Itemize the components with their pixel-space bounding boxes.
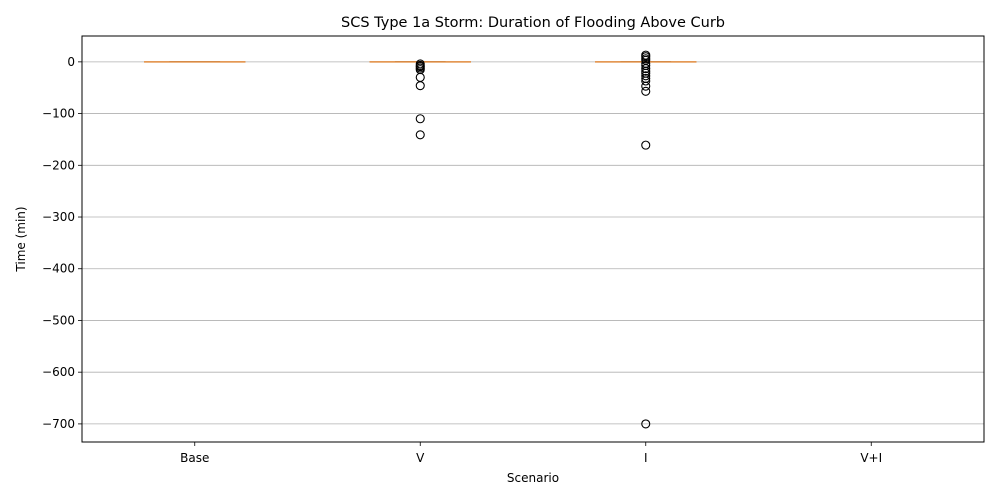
y-axis-ticks: 0 −100 −200 −300 −400 −500 −600 −700 (42, 55, 82, 431)
y-tick-label: −400 (42, 262, 75, 276)
outlier-point (641, 81, 651, 91)
x-tick-label: Base (180, 451, 209, 465)
x-axis-title: Scenario (507, 471, 559, 485)
outlier-point (641, 86, 651, 96)
outlier-point (415, 72, 425, 82)
y-tick-label: −200 (42, 158, 75, 172)
y-tick-label: −300 (42, 210, 75, 224)
outlier-point (641, 140, 651, 150)
box-series (144, 50, 697, 429)
outlier-point (415, 114, 425, 124)
outlier-point (415, 130, 425, 140)
outlier-point (415, 81, 425, 91)
box-v (369, 59, 471, 140)
y-tick-label: −700 (42, 417, 75, 431)
grid-lines (82, 61, 984, 425)
y-tick-label: 0 (67, 55, 75, 69)
chart-title: SCS Type 1a Storm: Duration of Flooding … (341, 15, 725, 31)
x-tick-label: V (416, 451, 425, 465)
outlier-point (641, 71, 651, 81)
x-tick-label: I (644, 451, 648, 465)
box-i (595, 50, 697, 429)
y-tick-label: −500 (42, 313, 75, 327)
plot-area-frame (81, 35, 985, 443)
y-tick-label: −100 (42, 107, 75, 121)
outlier-point (641, 76, 651, 86)
outlier-point (641, 419, 651, 429)
outlier-point (641, 64, 651, 74)
y-tick-label: −600 (42, 365, 75, 379)
y-axis-title: Time (min) (14, 206, 28, 272)
x-axis-ticks: Base V I V+I (180, 442, 882, 465)
x-tick-label: V+I (860, 451, 882, 465)
